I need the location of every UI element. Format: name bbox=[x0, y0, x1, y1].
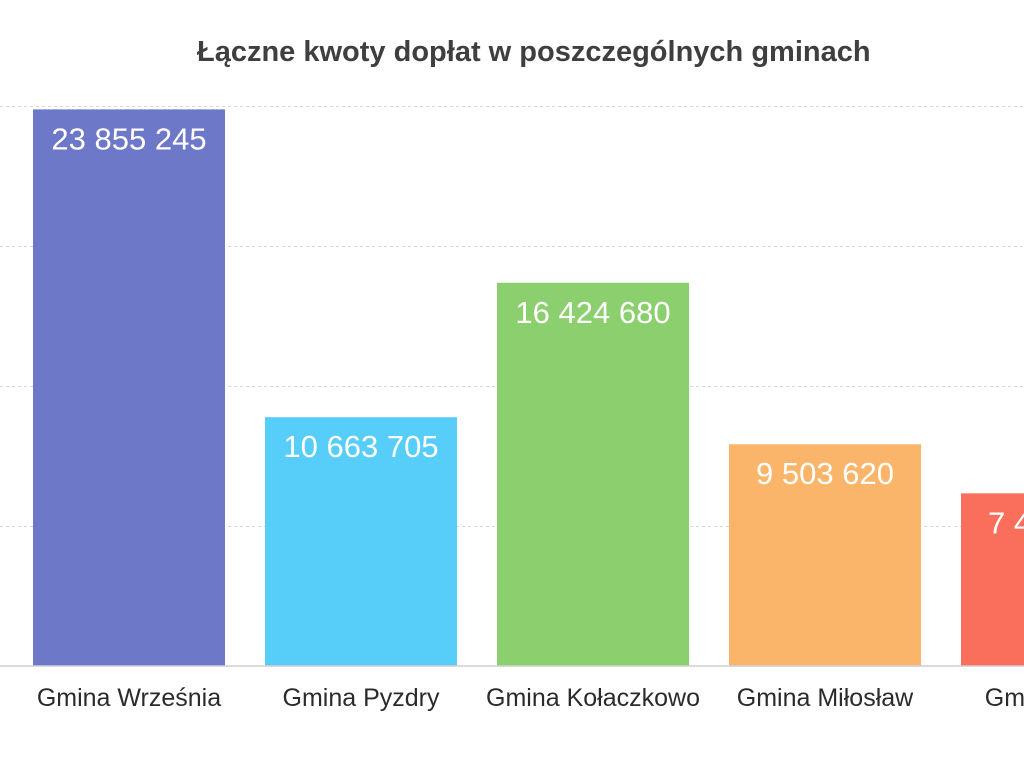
x-tick-label-2: Gmina Pyzdry bbox=[283, 684, 440, 712]
x-tick-label-1: Gmina Września bbox=[37, 684, 221, 712]
x-tick-label-5: Gmina Nekla bbox=[985, 684, 1024, 712]
x-tick-label-4: Gmina Miłosław bbox=[737, 684, 914, 712]
data-label-5: 7 400 000 bbox=[988, 505, 1024, 540]
bar-4 bbox=[729, 444, 921, 666]
bar-5 bbox=[961, 493, 1024, 666]
x-tick-labels: Gmina Września Gmina Pyzdry Gmina Kołaczko… bbox=[37, 684, 1024, 712]
bar-3 bbox=[497, 282, 689, 666]
data-label-4: 9 503 620 bbox=[756, 456, 894, 491]
bars bbox=[33, 109, 1024, 666]
data-label-2: 10 663 705 bbox=[283, 429, 438, 464]
data-label-1: 23 855 245 bbox=[51, 121, 206, 156]
data-labels: 23 855 245 10 663 705 16 424 680 9 503 620 7… bbox=[51, 121, 1024, 540]
bar-1 bbox=[33, 109, 225, 666]
x-tick-label-3: Gmina Kołaczkowo bbox=[486, 684, 700, 712]
bar-2 bbox=[265, 417, 457, 666]
chart-title: Łączne kwoty dopłat w poszczególnych gmi… bbox=[197, 36, 871, 68]
data-label-3: 16 424 680 bbox=[515, 295, 670, 330]
